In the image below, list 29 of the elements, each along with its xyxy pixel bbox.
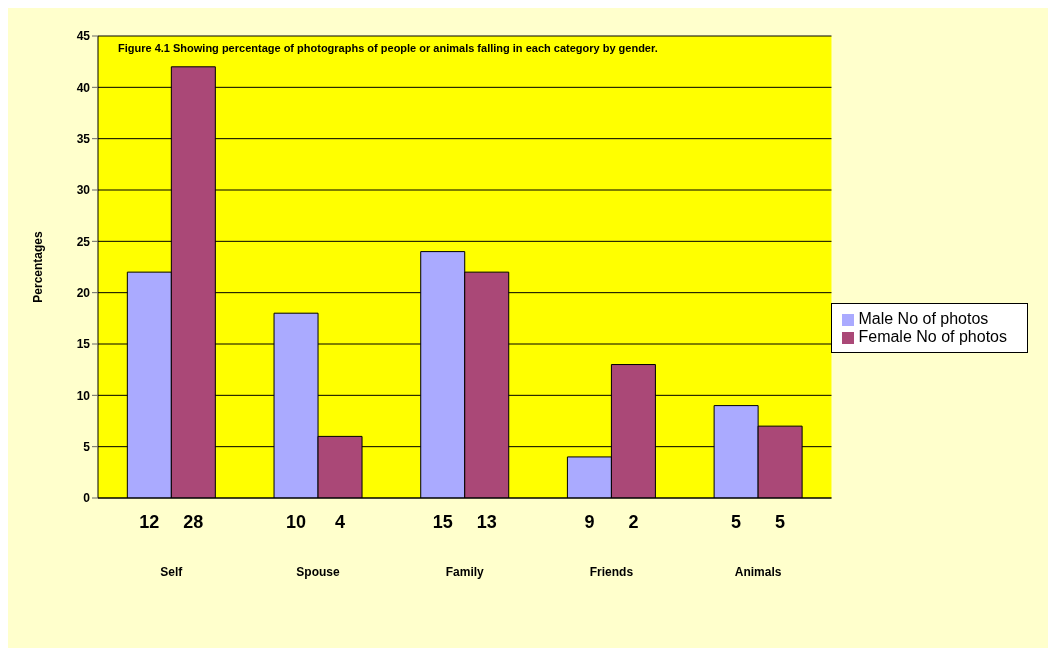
text: 5 [775, 512, 786, 532]
y-tick-label: 40 [76, 80, 91, 95]
text: 2 [628, 512, 639, 532]
x-tick-label: Family [445, 565, 485, 579]
y-tick-label: 5 [83, 439, 91, 454]
legend-label: Female No of photos [858, 328, 1007, 345]
legend-label: Male No of photos [858, 310, 989, 327]
y-tick-label: 20 [76, 285, 91, 300]
x-tick-label: Spouse [296, 565, 341, 579]
y-tick-label: 25 [76, 234, 91, 249]
text: 15 [432, 512, 453, 532]
y-axis-title: Percentages [31, 230, 46, 303]
x-tick-label: Friends [589, 565, 634, 579]
text: Figure 4.1 Showing percentage of photographs of people or animals falling in each category by gender. [118, 42, 658, 54]
y-tick-label: 35 [76, 131, 91, 146]
y-tick-label: 10 [76, 388, 91, 403]
x-tick-label: Animals [734, 565, 782, 579]
text: 10 [286, 512, 307, 532]
y-tick-label: 15 [76, 337, 91, 352]
y-tick-label: 45 [76, 29, 91, 44]
text: 13 [476, 512, 497, 532]
text: 5 [731, 512, 742, 532]
text: 9 [584, 512, 595, 532]
x-tick-label: Self [160, 565, 184, 579]
text: 12 [139, 512, 160, 532]
text: 4 [335, 512, 346, 532]
y-tick-label: 30 [76, 183, 91, 198]
y-tick-label: 0 [83, 491, 91, 506]
text: 28 [183, 512, 204, 532]
